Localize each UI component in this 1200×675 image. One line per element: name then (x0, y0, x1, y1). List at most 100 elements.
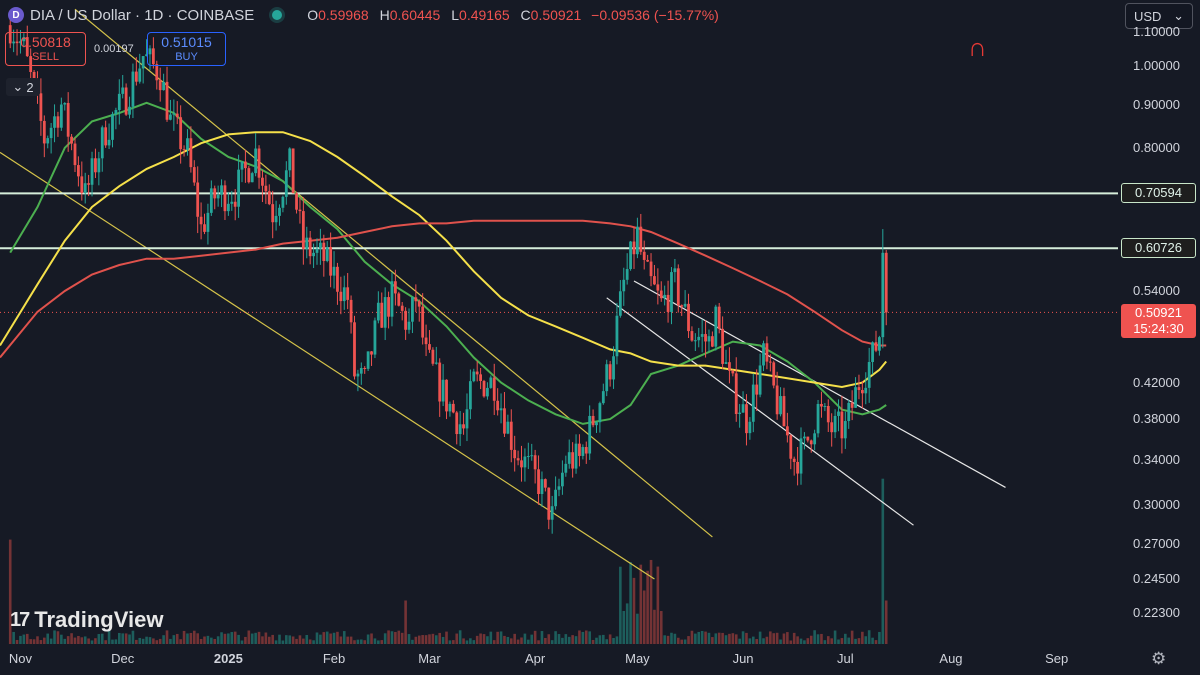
volume-bar (663, 635, 666, 644)
buy-button[interactable]: 0.51015 BUY (147, 32, 226, 66)
candle-body (175, 113, 179, 118)
candle-body (820, 403, 823, 407)
candle-body (809, 440, 813, 445)
volume-bar (567, 636, 571, 644)
volume-bar (779, 639, 782, 644)
volume-bar (305, 634, 309, 644)
volume-bar (223, 633, 227, 644)
candle-body (107, 139, 111, 146)
x-tick-label: Jun (732, 651, 754, 666)
gear-icon[interactable]: ⚙ (1151, 649, 1167, 668)
volume-bar (107, 630, 111, 644)
volume-bar (639, 564, 643, 644)
volume-bar (469, 638, 472, 644)
volume-bar (622, 610, 626, 644)
candle-body (203, 224, 206, 232)
volume-bar (32, 639, 36, 644)
volume-bar (462, 638, 465, 644)
candle-body (97, 158, 101, 173)
candle-body (792, 458, 796, 462)
candle-body (169, 114, 172, 120)
symbol-title[interactable]: DIA / US Dollar · 1D · COINBASE (30, 6, 255, 24)
candle-body (244, 161, 247, 169)
volume-bar (492, 640, 496, 644)
candle-body (114, 110, 118, 115)
x-tick-label: Apr (525, 651, 546, 666)
volume-bar (319, 634, 322, 644)
candle-body (632, 241, 636, 255)
volume-bar (738, 638, 741, 644)
candle-body (663, 294, 667, 299)
volume-bar (758, 631, 762, 644)
x-tick-label: Nov (8, 651, 32, 666)
sell-button[interactable]: 0.50818 SELL (5, 32, 86, 66)
x-tick-label: 2025 (213, 651, 243, 666)
volume-bar (578, 630, 581, 644)
volume-bar (60, 634, 63, 644)
volume-bar (509, 638, 513, 644)
x-tick-label: Jul (837, 651, 854, 666)
volume-bar (557, 634, 561, 644)
x-tick-label: Mar (418, 651, 441, 666)
volume-bar (285, 635, 288, 644)
candle-body (404, 310, 408, 330)
candle-body (131, 71, 135, 107)
volume-bar (336, 631, 339, 644)
candle-body (813, 433, 817, 445)
volume-bar (424, 635, 428, 644)
candle-body (121, 87, 125, 94)
candle-body (32, 71, 36, 83)
currency-select[interactable]: USD ⌄ (1125, 3, 1193, 29)
candle-body (278, 207, 281, 216)
candle-body (281, 196, 285, 208)
candle-body (755, 384, 759, 395)
volume-bar (506, 636, 510, 644)
volume-bar (199, 638, 203, 644)
volume-bar (431, 633, 435, 644)
candle-body (714, 306, 718, 347)
volume-bar (857, 638, 861, 644)
volume-bar (411, 639, 414, 644)
candle-body (15, 41, 19, 44)
indicators-toggle-button[interactable]: ⌄ 2 (6, 78, 40, 96)
volume-bar (503, 635, 506, 644)
volume-bar (782, 633, 786, 644)
x-tick-label: Aug (939, 651, 963, 666)
y-tick-label: 0.27000 (1133, 535, 1180, 551)
volume-bar (407, 634, 411, 644)
candle-body (550, 506, 554, 520)
volume-bar (117, 632, 121, 644)
volume-bar (227, 633, 230, 644)
low-value: 0.49165 (459, 7, 510, 23)
candle-body (138, 68, 142, 82)
candle-body (659, 290, 663, 299)
candle-body (240, 161, 244, 170)
candle-body (564, 463, 568, 473)
channel-line (74, 8, 713, 538)
candle-body (775, 385, 779, 415)
candle-body (823, 405, 827, 407)
sell-price: 0.50818 (20, 34, 71, 50)
volume-bar (792, 632, 796, 644)
volume-bar (482, 634, 486, 644)
candle-body (366, 351, 370, 369)
candle-body (12, 41, 16, 44)
volume-bar (830, 638, 833, 644)
candle-body (670, 272, 673, 312)
volume-bar (264, 632, 268, 644)
volume-bar (884, 600, 888, 644)
candle-body (56, 116, 60, 128)
volume-bar (77, 635, 80, 644)
volume-bar (128, 634, 131, 644)
candle-body (751, 384, 755, 422)
candle-body (878, 337, 881, 351)
candle-body (864, 387, 868, 394)
volume-bar (87, 638, 90, 644)
volume-bar (694, 633, 697, 644)
open-label: O (307, 7, 319, 23)
volume-bar (186, 633, 189, 644)
candle-body (223, 185, 227, 212)
candle-body (486, 387, 489, 397)
volume-bar (867, 630, 871, 644)
